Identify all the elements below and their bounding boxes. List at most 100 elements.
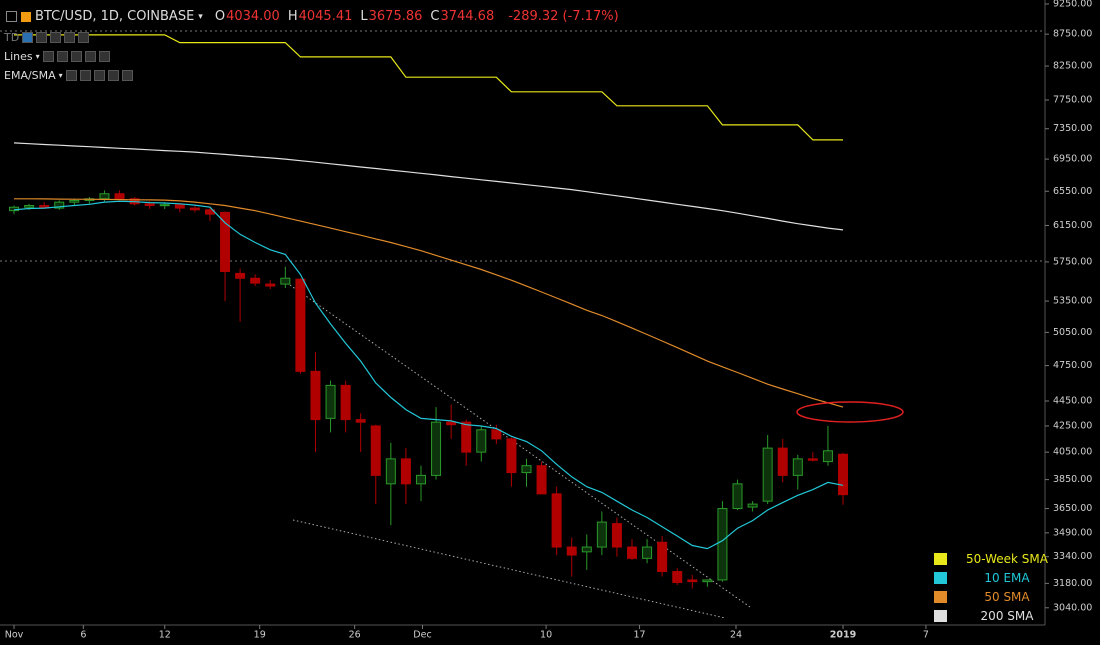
candle-body xyxy=(521,465,532,474)
indicator-button[interactable] xyxy=(36,32,48,43)
legend-label: 10 EMA xyxy=(984,570,1030,585)
indicator-line xyxy=(14,34,843,141)
candle-body xyxy=(506,438,517,474)
ohlc-key: O xyxy=(214,9,226,24)
y-tick-label: 3040.00 xyxy=(1053,602,1092,613)
indicator-button[interactable] xyxy=(64,32,76,43)
indicator-line xyxy=(14,198,844,408)
indicator-button[interactable] xyxy=(107,70,119,81)
candle-body xyxy=(807,458,818,461)
ohlc-item: L3675.86 xyxy=(360,9,422,24)
y-tick-label: 6150.00 xyxy=(1053,220,1092,231)
candle-body xyxy=(747,503,758,508)
x-tick-label: 7 xyxy=(923,630,929,641)
indicator-line xyxy=(13,142,844,231)
symbol[interactable]: BTC/USD, 1D, COINBASE xyxy=(35,9,195,24)
candle-body xyxy=(340,384,351,421)
candle-body xyxy=(792,458,803,476)
candle-body xyxy=(732,483,743,510)
candle-body xyxy=(838,453,849,496)
candle-body xyxy=(642,546,653,559)
indicator-button[interactable] xyxy=(79,70,91,81)
y-tick-label: 6950.00 xyxy=(1053,154,1092,165)
symbol-icon xyxy=(21,11,31,22)
candle-body xyxy=(400,458,411,485)
indicator-row: TD xyxy=(4,31,90,44)
candle-body xyxy=(250,277,261,284)
indicator-row: EMA/SMA ▾ xyxy=(4,69,133,82)
candle-body xyxy=(431,421,442,476)
indicator-button[interactable] xyxy=(98,51,110,62)
indicator-button[interactable] xyxy=(56,51,68,62)
x-tick-label: 12 xyxy=(159,630,171,641)
indicator-row: Lines ▾ xyxy=(4,50,110,63)
legend-swatch xyxy=(934,552,947,565)
x-tick-label: 26 xyxy=(349,630,361,641)
ohlc-value: 4045.41 xyxy=(298,9,353,24)
indicator-button[interactable] xyxy=(93,70,105,81)
y-tick-label: 4250.00 xyxy=(1053,420,1092,431)
candle-body xyxy=(551,493,562,548)
indicator-button[interactable] xyxy=(50,32,62,43)
candle-body xyxy=(174,204,185,209)
dropdown-arrow[interactable]: ▾ xyxy=(198,11,203,22)
candle-body xyxy=(596,521,607,548)
x-tick-label: 24 xyxy=(730,630,742,641)
indicator-button[interactable] xyxy=(78,32,90,43)
candle-body xyxy=(265,283,276,287)
y-tick-label: 3850.00 xyxy=(1053,474,1092,485)
candle-body xyxy=(144,203,155,207)
candle-body xyxy=(717,508,728,581)
dropdown-arrow[interactable]: ▾ xyxy=(58,71,63,80)
candle-body xyxy=(355,419,366,423)
dropdown-arrow[interactable]: ▾ xyxy=(35,52,40,61)
candle-body xyxy=(536,465,547,495)
candle-body xyxy=(777,447,788,476)
indicator-button[interactable] xyxy=(65,70,77,81)
ohlc-values: O4034.00 H4045.41 L3675.86 C3744.68 xyxy=(215,9,494,24)
candle-body xyxy=(69,199,80,203)
x-tick-label: Nov xyxy=(5,630,24,641)
y-tick-label: 3180.00 xyxy=(1053,578,1092,589)
indicator-button[interactable] xyxy=(70,51,82,62)
y-tick-label: 4750.00 xyxy=(1053,360,1092,371)
indicator-button[interactable] xyxy=(121,70,133,81)
candle-body xyxy=(54,201,65,209)
y-tick-label: 3650.00 xyxy=(1053,503,1092,514)
legend-label: 200 SMA xyxy=(980,608,1034,623)
legend-item: 50-Week SMA xyxy=(934,549,1059,568)
candle-body xyxy=(189,207,200,211)
menu-icon[interactable] xyxy=(6,11,17,22)
candle-body xyxy=(687,579,698,583)
indicator-button[interactable] xyxy=(42,51,54,62)
legend-label: 50-Week SMA xyxy=(966,551,1048,566)
x-tick-label: 2019 xyxy=(830,630,856,641)
indicator-button[interactable] xyxy=(22,32,34,43)
highlight-ellipse xyxy=(796,401,904,423)
candle-body xyxy=(280,277,291,285)
candle-body xyxy=(220,211,231,272)
header: BTC/USD, 1D, COINBASE ▾ O4034.00 H4045.41 L… xyxy=(6,9,619,24)
y-tick-label: 5050.00 xyxy=(1053,327,1092,338)
y-tick-label: 9250.00 xyxy=(1053,0,1092,9)
legend-item: 200 SMA xyxy=(934,606,1059,625)
y-tick-label: 3490.00 xyxy=(1053,527,1092,538)
legend-swatch xyxy=(934,590,947,603)
candle-body xyxy=(446,421,457,426)
candle-body xyxy=(581,546,592,553)
ohlc-key: L xyxy=(360,9,368,24)
y-tick-label: 5750.00 xyxy=(1053,256,1092,267)
candle-body xyxy=(385,458,396,485)
x-tick-label: 10 xyxy=(540,630,552,641)
y-tick-label: 7350.00 xyxy=(1053,123,1092,134)
candle-body xyxy=(702,579,713,583)
legend-item: 10 EMA xyxy=(934,568,1059,587)
legend-item: 50 SMA xyxy=(934,587,1059,606)
candle-body xyxy=(476,429,487,453)
indicator-button[interactable] xyxy=(84,51,96,62)
ohlc-value: 4034.00 xyxy=(226,9,280,24)
ohlc-item: C3744.68 xyxy=(430,9,494,24)
candle-body xyxy=(822,450,833,463)
candle-body xyxy=(99,193,110,200)
